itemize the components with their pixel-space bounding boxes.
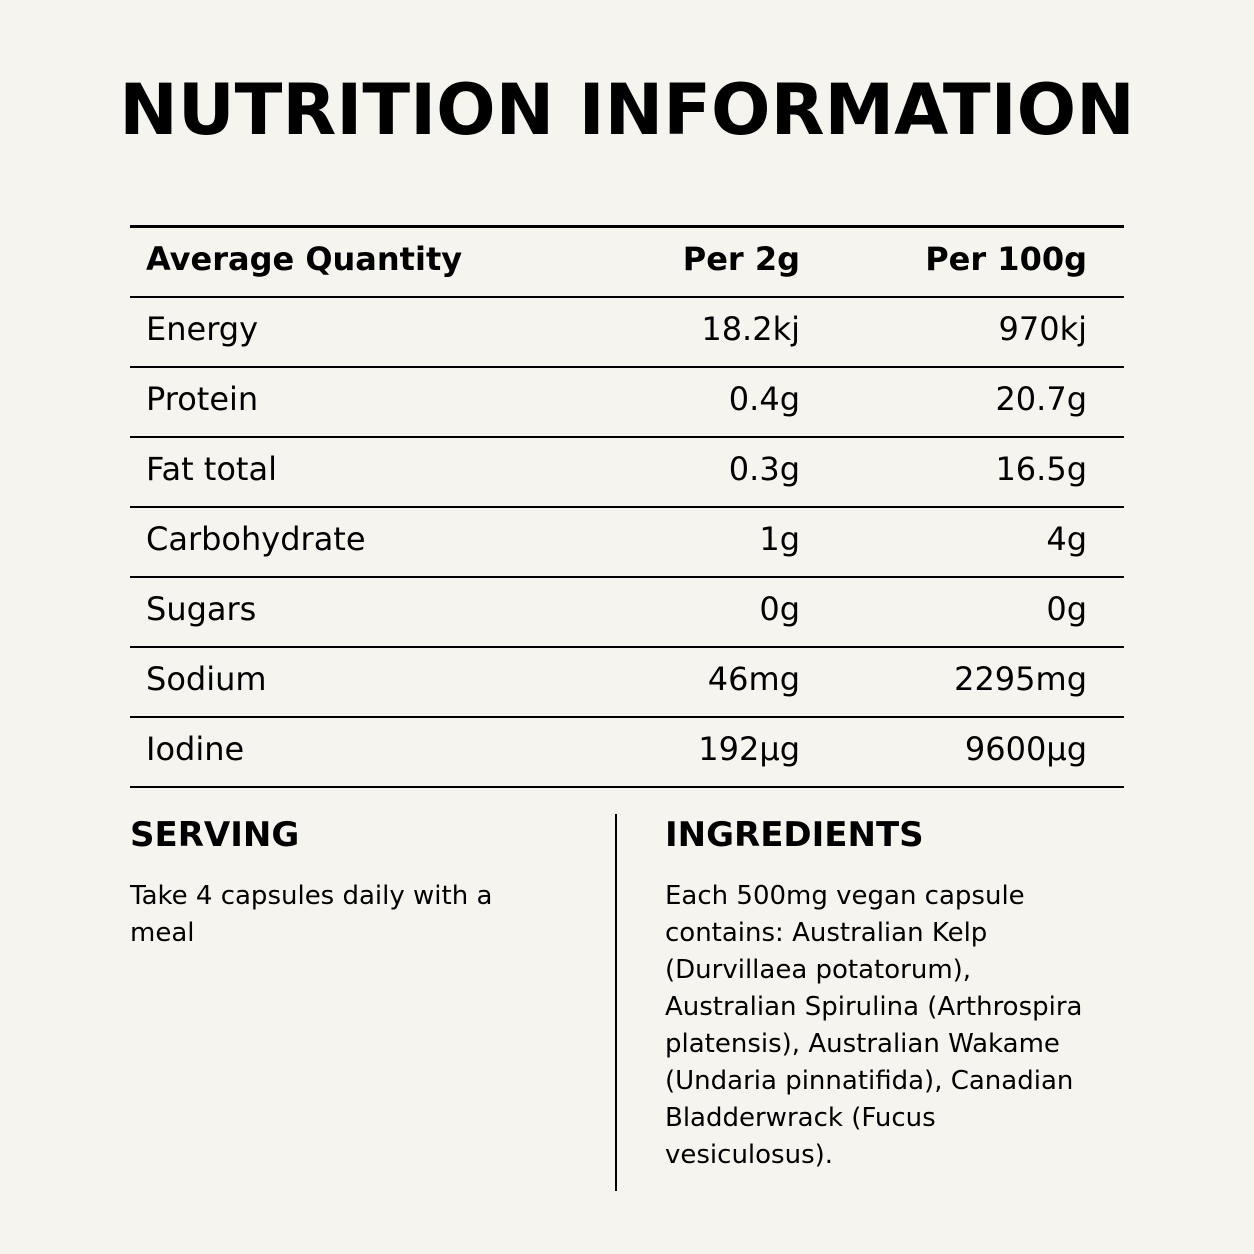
nutrient-value: 20.7g: [995, 380, 1087, 418]
nutrient-value: 0g: [759, 590, 800, 628]
column-header: Per 2g: [682, 240, 800, 278]
table-row: Protein 0.4g 20.7g: [130, 368, 1124, 438]
nutrition-table: Average Quantity Per 2g Per 100g Energy 1…: [130, 225, 1124, 788]
nutrient-value: 1g: [759, 520, 800, 558]
table-row: Sugars 0g 0g: [130, 578, 1124, 648]
nutrient-value: 4g: [1046, 520, 1087, 558]
nutrient-value: 0.3g: [728, 450, 800, 488]
divider: [615, 814, 617, 1191]
column-header: Average Quantity: [146, 240, 463, 278]
nutrient-value: 0.4g: [728, 380, 800, 418]
table-row: Fat total 0.3g 16.5g: [130, 438, 1124, 508]
nutrient-name: Energy: [146, 310, 259, 348]
nutrient-value: 46mg: [707, 660, 800, 698]
nutrient-value: 18.2kj: [701, 310, 800, 348]
ingredients-title: INGREDIENTS: [665, 815, 924, 855]
nutrient-name: Fat total: [146, 450, 277, 488]
table-row: Sodium 46mg 2295mg: [130, 648, 1124, 718]
title: NUTRITION INFORMATION: [119, 69, 1135, 151]
table-row: Carbohydrate 1g 4g: [130, 508, 1124, 578]
nutrient-value: 192µg: [698, 730, 800, 768]
nutrient-value: 2295mg: [954, 660, 1087, 698]
serving-text: Take 4 capsules daily with a meal: [130, 881, 493, 948]
nutrient-name: Sugars: [146, 590, 257, 628]
nutrient-value: 9600µg: [964, 730, 1087, 768]
ingredients-text: Each 500mg vegan capsule contains: Austr…: [665, 881, 1083, 1170]
nutrient-name: Sodium: [146, 660, 267, 698]
nutrient-value: 16.5g: [995, 450, 1087, 488]
serving-title: SERVING: [130, 815, 300, 855]
nutrient-value: 970kj: [998, 310, 1088, 348]
nutrient-value: 0g: [1046, 590, 1087, 628]
nutrient-name: Iodine: [146, 730, 245, 768]
nutrient-name: Protein: [146, 380, 259, 418]
header-row: Average Quantity Per 2g Per 100g: [130, 228, 1124, 298]
table-row: Iodine 192µg 9600µg: [130, 718, 1124, 788]
table-row: Energy 18.2kj 970kj: [130, 298, 1124, 368]
nutrient-name: Carbohydrate: [146, 520, 366, 558]
column-header: Per 100g: [925, 240, 1087, 278]
